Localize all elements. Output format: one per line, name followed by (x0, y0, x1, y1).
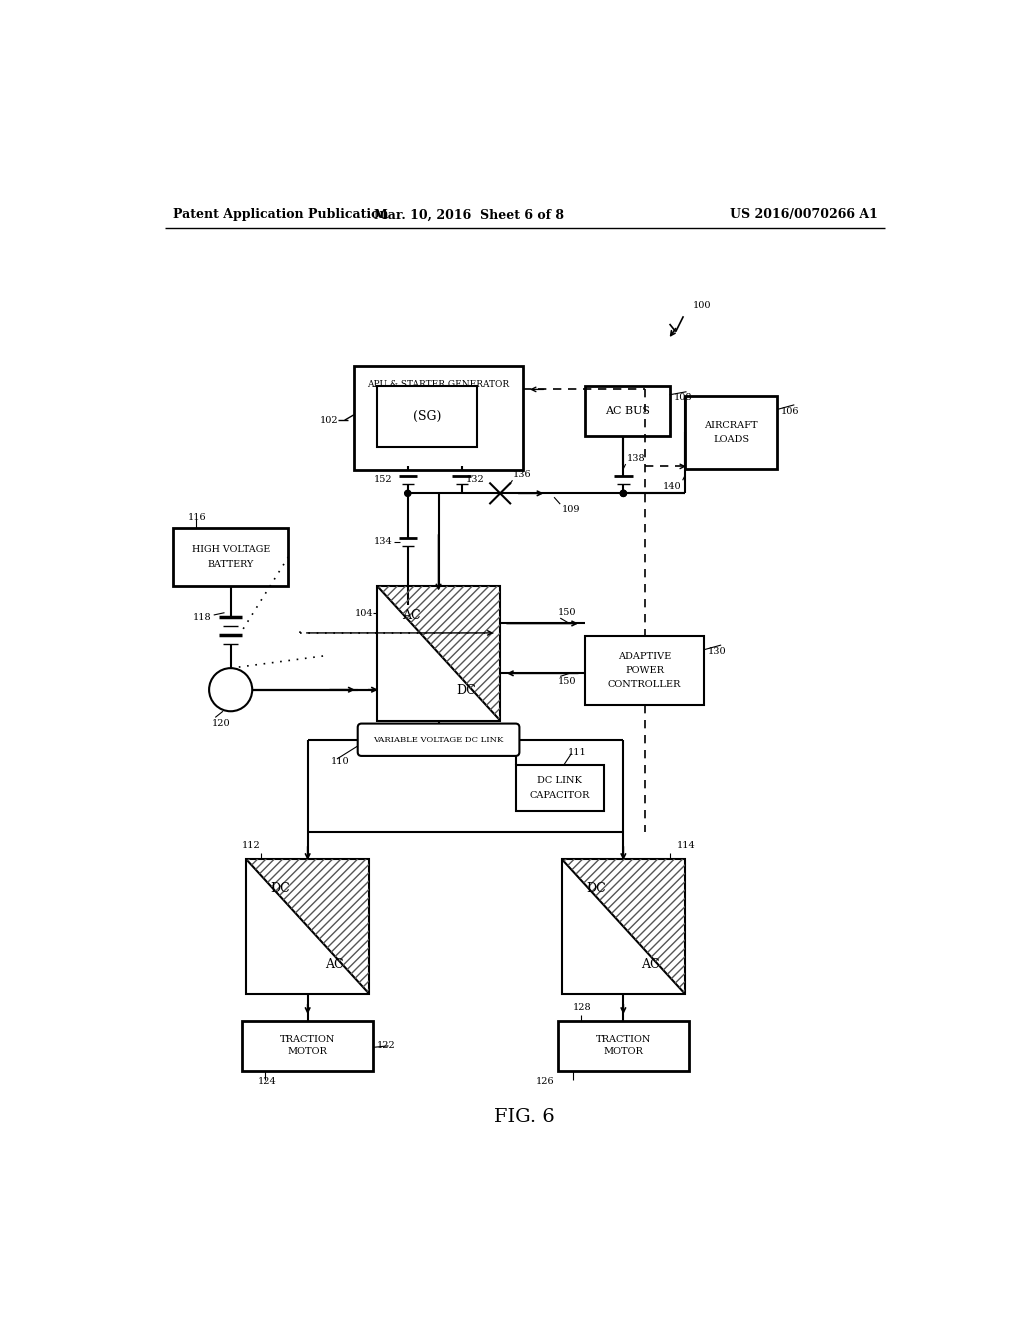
Text: Mar. 10, 2016  Sheet 6 of 8: Mar. 10, 2016 Sheet 6 of 8 (375, 209, 564, 222)
Circle shape (621, 490, 627, 496)
Text: CONTROLLER: CONTROLLER (608, 680, 681, 689)
Text: 134: 134 (374, 537, 392, 546)
Bar (562, 859, 685, 994)
Text: 136: 136 (513, 470, 531, 479)
Circle shape (404, 490, 411, 496)
Text: 138: 138 (628, 454, 646, 462)
Text: DC: DC (456, 684, 475, 697)
Text: MOTOR: MOTOR (603, 1048, 643, 1056)
Circle shape (621, 490, 627, 496)
Bar (585, 385, 670, 436)
Text: 111: 111 (567, 748, 587, 758)
Bar (515, 766, 604, 812)
Bar (377, 586, 500, 721)
Text: 132: 132 (466, 475, 484, 484)
Circle shape (209, 668, 252, 711)
Text: DC LINK: DC LINK (538, 776, 583, 785)
Text: 128: 128 (573, 1003, 592, 1011)
Bar (585, 636, 705, 705)
Text: 120: 120 (211, 719, 230, 727)
Text: ADAPTIVE: ADAPTIVE (617, 652, 671, 661)
Text: AC: AC (402, 609, 421, 622)
Bar (558, 1020, 689, 1071)
Text: 150: 150 (558, 609, 577, 618)
Text: 124: 124 (258, 1077, 276, 1086)
Text: DC: DC (270, 882, 291, 895)
Text: 118: 118 (193, 612, 211, 622)
Text: 126: 126 (536, 1077, 554, 1086)
Text: POWER: POWER (625, 667, 664, 675)
Text: TRACTION: TRACTION (280, 1035, 335, 1044)
Text: TRACTION: TRACTION (596, 1035, 651, 1044)
Bar (685, 396, 777, 469)
Text: 130: 130 (708, 647, 727, 656)
Bar (377, 385, 477, 447)
Text: 150: 150 (558, 677, 577, 686)
Text: APU & STARTER GENERATOR: APU & STARTER GENERATOR (368, 380, 510, 389)
Text: 122: 122 (377, 1041, 395, 1051)
Text: US 2016/0070266 A1: US 2016/0070266 A1 (729, 209, 878, 222)
Text: 100: 100 (692, 301, 711, 310)
Text: 112: 112 (243, 841, 261, 850)
Bar (173, 528, 289, 586)
Text: 106: 106 (781, 407, 800, 416)
Bar (246, 859, 370, 994)
Text: AC: AC (641, 958, 659, 970)
Text: 109: 109 (562, 506, 581, 513)
Text: 108: 108 (674, 393, 692, 403)
Text: MOTOR: MOTOR (288, 1048, 328, 1056)
Text: AC BUS: AC BUS (605, 405, 649, 416)
Text: 140: 140 (663, 482, 681, 491)
Text: AIRCRAFT: AIRCRAFT (705, 421, 758, 430)
Text: VARIABLE VOLTAGE DC LINK: VARIABLE VOLTAGE DC LINK (374, 735, 504, 743)
Bar (243, 1020, 373, 1071)
Text: (SG): (SG) (413, 409, 441, 422)
Text: 114: 114 (677, 841, 696, 850)
Text: 104: 104 (354, 609, 373, 618)
Text: 102: 102 (319, 416, 339, 425)
Text: CAPACITOR: CAPACITOR (529, 792, 590, 800)
Bar (354, 366, 523, 470)
FancyBboxPatch shape (357, 723, 519, 756)
Text: LOADS: LOADS (713, 436, 750, 445)
Text: BATTERY: BATTERY (208, 560, 254, 569)
Text: DC: DC (587, 882, 606, 895)
Text: FIG. 6: FIG. 6 (495, 1107, 555, 1126)
Text: Patent Application Publication: Patent Application Publication (173, 209, 388, 222)
Text: 152: 152 (374, 475, 392, 484)
Text: 110: 110 (331, 756, 349, 766)
Text: AC: AC (326, 958, 344, 970)
Text: HIGH VOLTAGE: HIGH VOLTAGE (191, 545, 269, 553)
Text: 116: 116 (188, 513, 207, 521)
